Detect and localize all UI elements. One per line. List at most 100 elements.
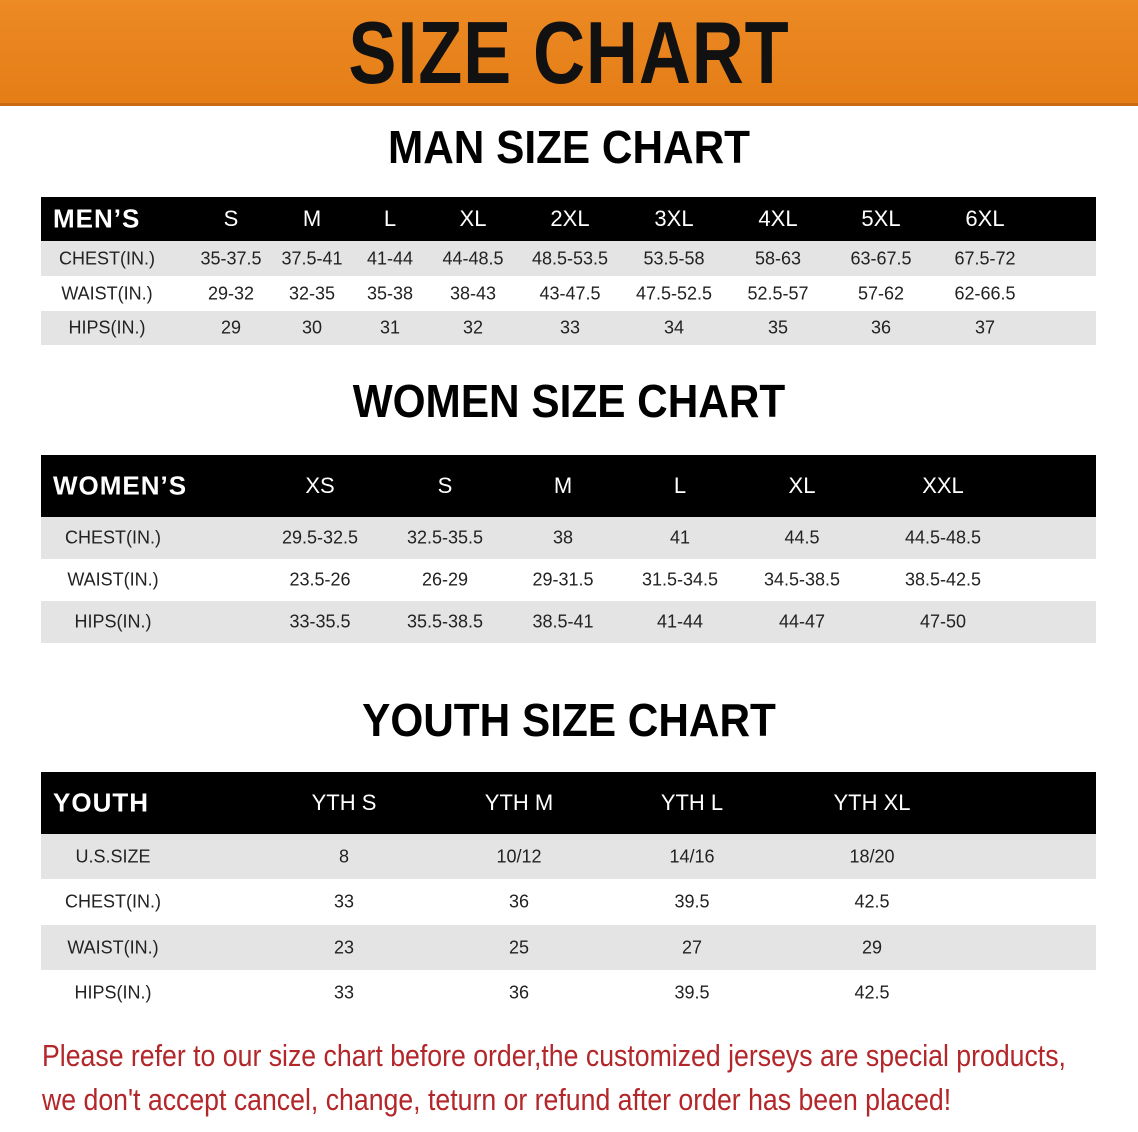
measurement-value: 32 <box>462 317 484 338</box>
youth-header-label: YOUTH <box>53 787 149 818</box>
size-column-header: L <box>673 473 687 498</box>
table-row: CHEST(IN.) 33 36 39.5 42.5 <box>41 879 1096 925</box>
measurement-value: 53.5-58 <box>643 248 705 268</box>
measurement-value: 31 <box>379 317 401 338</box>
measurement-value: 26-29 <box>421 569 469 590</box>
measurement-value: 18/20 <box>849 846 895 866</box>
measurement-value: 34 <box>663 317 685 338</box>
measurement-value: 31.5-34.5 <box>641 569 719 590</box>
measurement-label: WAIST(IN.) <box>61 283 153 303</box>
measurement-value: 38.5-42.5 <box>904 569 982 590</box>
size-column-header: L <box>383 206 397 231</box>
measurement-label: HIPS(IN.) <box>68 317 146 338</box>
size-column-header: YTH S <box>311 790 377 815</box>
measurement-value: 35-38 <box>366 283 414 303</box>
measurement-value: 44-48.5 <box>442 248 504 268</box>
measurement-label: CHEST(IN.) <box>59 248 155 268</box>
measurement-value: 47.5-52.5 <box>635 283 713 303</box>
table-row: CHEST(IN.) 35-37.5 37.5-41 41-44 44-48.5 48.5… <box>41 241 1096 276</box>
measurement-value: 39.5 <box>674 891 710 912</box>
measurement-value: 58-63 <box>754 248 802 268</box>
size-column-header: YTH XL <box>833 790 911 815</box>
measurement-value: 25 <box>508 937 530 957</box>
men-header-row: MEN’S S M L XL 2XL 3XL 4XL 5XL 6XL <box>41 197 1096 241</box>
measurement-value: 14/16 <box>669 846 715 866</box>
measurement-value: 37.5-41 <box>281 248 343 268</box>
policy-note-line-1: Please refer to our size chart before or… <box>42 1038 1066 1073</box>
measurement-value: 27 <box>681 937 703 957</box>
measurement-label: CHEST(IN.) <box>65 527 161 548</box>
measurement-value: 29 <box>861 937 883 957</box>
measurement-value: 35 <box>767 317 789 338</box>
measurement-value: 33 <box>333 891 355 912</box>
youth-header-row: YOUTH YTH S YTH M YTH L YTH XL <box>41 772 1096 834</box>
measurement-label: WAIST(IN.) <box>67 569 159 590</box>
measurement-value: 38-43 <box>449 283 497 303</box>
measurement-value: 36 <box>508 982 530 1002</box>
measurement-label: WAIST(IN.) <box>67 937 159 957</box>
measurement-value: 29.5-32.5 <box>281 527 359 548</box>
measurement-value: 42.5 <box>854 982 890 1002</box>
table-row: WAIST(IN.) 23 25 27 29 <box>41 925 1096 970</box>
measurement-value: 33 <box>559 317 581 338</box>
table-row: HIPS(IN.) 33 36 39.5 42.5 <box>41 970 1096 1015</box>
size-column-header: XS <box>305 473 335 498</box>
measurement-value: 32.5-35.5 <box>406 527 484 548</box>
size-column-header: M <box>302 206 322 231</box>
women-header-row: WOMEN’S XS S M L XL XXL <box>41 455 1096 517</box>
table-row: WAIST(IN.) 29-32 32-35 35-38 38-43 43-47.5 47.… <box>41 276 1096 311</box>
measurement-value: 29 <box>220 317 242 338</box>
youth-section-title: YOUTH SIZE CHART <box>362 694 776 746</box>
measurement-value: 62-66.5 <box>954 283 1016 303</box>
size-column-header: XL <box>459 206 487 231</box>
size-column-header: 4XL <box>758 206 798 231</box>
table-row: U.S.SIZE 8 10/12 14/16 18/20 <box>41 834 1096 879</box>
measurement-value: 38 <box>552 527 574 548</box>
measurement-label: HIPS(IN.) <box>74 982 152 1002</box>
measurement-value: 29-31.5 <box>532 569 594 590</box>
measurement-value: 35.5-38.5 <box>406 611 484 632</box>
measurement-value: 23 <box>333 937 355 957</box>
size-column-header: S <box>223 206 239 231</box>
women-header-label: WOMEN’S <box>53 470 188 501</box>
measurement-value: 39.5 <box>674 982 710 1002</box>
size-column-header: 5XL <box>861 206 901 231</box>
measurement-value: 36 <box>870 317 892 338</box>
measurement-value: 48.5-53.5 <box>531 248 609 268</box>
size-column-header: M <box>553 473 573 498</box>
men-header-label: MEN’S <box>53 203 141 234</box>
size-column-header: 6XL <box>965 206 1005 231</box>
banner-title: SIZE CHART <box>348 3 790 102</box>
measurement-value: 44-47 <box>778 611 826 632</box>
measurement-value: 52.5-57 <box>747 283 809 303</box>
size-column-header: YTH L <box>660 790 724 815</box>
size-column-header: YTH M <box>484 790 554 815</box>
measurement-value: 35-37.5 <box>200 248 262 268</box>
measurement-value: 41 <box>669 527 691 548</box>
measurement-value: 47-50 <box>919 611 967 632</box>
banner: SIZE CHART <box>0 0 1138 106</box>
measurement-value: 10/12 <box>496 846 542 866</box>
measurement-value: 37 <box>974 317 996 338</box>
men-section-title: MAN SIZE CHART <box>387 121 751 173</box>
measurement-value: 41-44 <box>366 248 414 268</box>
measurement-value: 36 <box>508 891 530 912</box>
measurement-value: 67.5-72 <box>954 248 1016 268</box>
women-section-title: WOMEN SIZE CHART <box>352 375 786 427</box>
measurement-label: U.S.SIZE <box>75 846 151 866</box>
measurement-value: 63-67.5 <box>850 248 912 268</box>
table-row: HIPS(IN.) 29 30 31 32 33 34 35 36 37 <box>41 311 1096 345</box>
measurement-value: 41-44 <box>656 611 704 632</box>
table-row: HIPS(IN.) 33-35.5 35.5-38.5 38.5-41 41-44 44-… <box>41 601 1096 643</box>
size-column-header: 2XL <box>550 206 590 231</box>
measurement-label: CHEST(IN.) <box>65 891 161 912</box>
measurement-value: 33-35.5 <box>289 611 351 632</box>
measurement-value: 23.5-26 <box>289 569 351 590</box>
measurement-label: HIPS(IN.) <box>74 611 152 632</box>
measurement-value: 29-32 <box>207 283 255 303</box>
size-column-header: XXL <box>922 473 964 498</box>
measurement-value: 42.5 <box>854 891 890 912</box>
measurement-value: 44.5-48.5 <box>904 527 982 548</box>
measurement-value: 43-47.5 <box>539 283 601 303</box>
